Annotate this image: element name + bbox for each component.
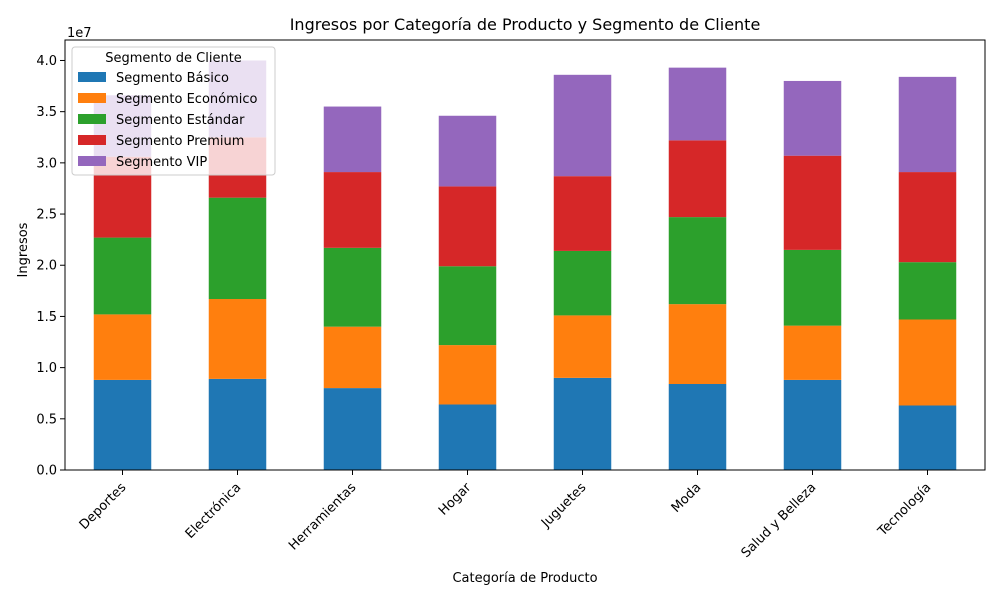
bar-segment-6-1 (783, 325, 842, 380)
legend-box (71, 46, 276, 176)
y-tick-label-0: 0.0 (36, 464, 57, 479)
bar-segment-4-0 (553, 377, 612, 470)
bar-segment-3-3 (438, 186, 497, 267)
y-tick-label-6: 3.0 (36, 156, 57, 171)
bar-segment-1-0 (208, 378, 267, 470)
y-tick-label-3: 1.5 (36, 310, 57, 325)
legend: Segmento de Cliente Segmento Básico Segmen… (71, 46, 276, 176)
bar-segment-4-4 (553, 74, 612, 177)
bar-segment-0-2 (93, 237, 152, 315)
bar-segment-5-4 (668, 67, 727, 141)
bar-segment-3-1 (438, 345, 497, 405)
bar-segment-5-3 (668, 140, 727, 218)
bar-segment-3-2 (438, 266, 497, 346)
bar-segment-7-2 (898, 262, 957, 320)
y-tick-label-2: 1.0 (36, 361, 57, 376)
bar-segment-4-2 (553, 250, 612, 316)
y-scale-offset-label: 1e7 (67, 26, 92, 41)
legend-entry-3: Segmento Premium (116, 134, 244, 149)
bar-segment-3-0 (438, 404, 497, 470)
legend-swatch-2 (78, 114, 106, 124)
bar-segment-7-1 (898, 319, 957, 406)
legend-title: Segmento de Cliente (105, 51, 242, 66)
bar-segment-6-0 (783, 379, 842, 470)
legend-entry-0: Segmento Básico (116, 71, 229, 86)
y-tick-label-1: 0.5 (36, 412, 57, 427)
bar-segment-2-4 (323, 106, 382, 173)
bars-layer (93, 60, 957, 470)
y-tick-label-5: 2.5 (36, 208, 57, 223)
bar-segment-6-2 (783, 249, 842, 326)
y-axis-label: Ingresos (16, 222, 31, 277)
y-tick-label-7: 3.5 (36, 105, 57, 120)
bar-segment-5-2 (668, 217, 727, 305)
bar-segment-7-0 (898, 405, 957, 470)
legend-swatch-1 (78, 93, 106, 103)
bar-segment-0-0 (93, 379, 152, 470)
legend-swatch-4 (78, 156, 106, 166)
legend-swatch-3 (78, 135, 106, 145)
bar-segment-6-3 (783, 155, 842, 250)
bar-segment-2-3 (323, 172, 382, 248)
bar-segment-3-4 (438, 115, 497, 187)
bar-segment-7-3 (898, 172, 957, 263)
bar-segment-6-4 (783, 80, 842, 156)
bar-segment-7-4 (898, 76, 957, 173)
bar-segment-2-2 (323, 247, 382, 327)
plot-frame (64, 39, 986, 471)
bar-segment-4-1 (553, 315, 612, 378)
legend-entry-4: Segmento VIP (116, 155, 207, 170)
bar-segment-2-0 (323, 388, 382, 470)
legend-entry-1: Segmento Económico (116, 92, 258, 107)
y-tick-label-8: 4.0 (36, 54, 57, 69)
bar-segment-5-0 (668, 384, 727, 470)
y-tick-label-4: 2.0 (36, 259, 57, 274)
legend-swatch-0 (78, 72, 106, 82)
x-axis-label: Categoría de Producto (452, 571, 597, 586)
bar-segment-2-1 (323, 326, 382, 389)
bar-segment-1-1 (208, 299, 267, 379)
bar-segment-5-1 (668, 304, 727, 384)
legend-entry-2: Segmento Estándar (116, 113, 245, 128)
bar-segment-4-3 (553, 176, 612, 251)
bar-segment-1-2 (208, 197, 267, 300)
bar-segment-0-1 (93, 314, 152, 380)
chart-title: Ingresos por Categoría de Producto y Seg… (290, 15, 761, 34)
